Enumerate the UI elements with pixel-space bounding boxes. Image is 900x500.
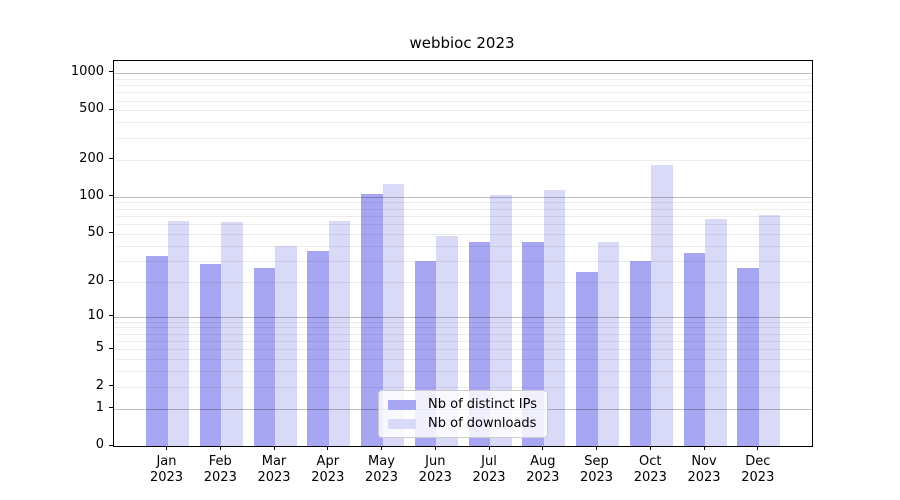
x-tick-label-oct: Oct 2023: [633, 454, 667, 485]
y-tick-label-200: 200: [79, 150, 104, 166]
x-tick-label-nov: Nov 2023: [687, 454, 721, 485]
bar-downloads-oct: [651, 165, 673, 446]
y-tick-100: [109, 195, 113, 197]
bar-distinct-ips-feb: [199, 264, 222, 446]
y-tick-label-50: 50: [87, 224, 104, 240]
x-tick-sep: [596, 446, 597, 450]
gridline-100: [114, 196, 812, 198]
gridline-1000: [114, 72, 812, 74]
y-tick-label-100: 100: [79, 187, 104, 203]
x-tick-apr: [327, 446, 329, 450]
bar-downloads-dec: [758, 215, 781, 446]
y-tick-0: [109, 444, 113, 446]
y-tick-label-2: 2: [95, 377, 104, 393]
bar-downloads-aug: [543, 189, 566, 446]
bar-downloads-jul: [490, 194, 512, 446]
y-tick-1000: [109, 71, 113, 73]
x-tick-label-aug: Aug 2023: [526, 454, 560, 485]
x-tick-label-dec: Dec 2023: [741, 454, 775, 485]
y-tick-label-500: 500: [79, 101, 104, 117]
bar-distinct-ips-nov: [683, 252, 705, 446]
legend: Nb of distinct IPs Nb of downloads: [378, 390, 548, 438]
x-tick-oct: [649, 446, 651, 450]
y-tick-label-5: 5: [95, 340, 104, 356]
x-tick-label-sep: Sep 2023: [579, 454, 614, 485]
x-tick-aug: [542, 446, 544, 450]
y-tick-2: [109, 385, 113, 387]
x-tick-label-mar: Mar 2023: [257, 454, 291, 485]
y-tick-10: [109, 315, 113, 316]
plot-area: Nb of distinct IPs Nb of downloads: [113, 60, 813, 447]
legend-swatch-downloads: [388, 418, 417, 429]
chart-title: webbioc 2023: [409, 34, 515, 52]
y-tick-label-20: 20: [87, 272, 104, 288]
legend-label-downloads: Nb of downloads: [428, 416, 537, 431]
y-tick-200: [109, 158, 113, 160]
gridline-70: [114, 215, 812, 217]
gridline-700: [114, 92, 812, 94]
x-tick-feb: [219, 446, 221, 450]
x-tick-may: [381, 446, 382, 450]
gridline-300: [114, 137, 812, 139]
x-tick-nov: [703, 446, 705, 450]
legend-item-downloads: Nb of downloads: [388, 416, 537, 431]
x-tick-jul: [488, 446, 490, 450]
legend-label-distinct-ips: Nb of distinct IPs: [428, 397, 537, 412]
bar-distinct-ips-apr: [307, 251, 329, 446]
bar-downloads-jan: [167, 220, 189, 446]
bar-downloads-sep: [597, 241, 619, 446]
y-tick-20: [109, 280, 113, 282]
bar-downloads-nov: [705, 218, 727, 446]
x-tick-label-jun: Jun 2023: [418, 454, 452, 485]
x-tick-mar: [273, 446, 275, 450]
x-tick-label-may: May 2023: [364, 454, 399, 485]
bar-distinct-ips-oct: [629, 260, 652, 446]
bar-distinct-ips-may: [361, 193, 383, 446]
x-tick-label-jul: Jul 2023: [472, 454, 506, 485]
bar-downloads-may: [382, 184, 404, 446]
y-tick-label-1: 1: [95, 399, 104, 415]
bar-downloads-apr: [328, 220, 351, 446]
x-tick-label-feb: Feb 2023: [203, 454, 237, 485]
x-tick-jan: [166, 446, 167, 450]
legend-swatch-distinct-ips: [388, 399, 417, 410]
bar-distinct-ips-mar: [253, 268, 275, 446]
y-tick-5: [109, 347, 113, 349]
y-tick-label-10: 10: [87, 307, 104, 323]
gridline-80: [114, 208, 812, 210]
bar-distinct-ips-sep: [576, 272, 598, 446]
y-tick-1: [109, 407, 113, 409]
y-tick-label-0: 0: [95, 437, 104, 452]
bar-distinct-ips-jan: [146, 255, 168, 446]
bar-distinct-ips-dec: [737, 268, 759, 446]
gridline-600: [114, 100, 812, 102]
bar-downloads-feb: [221, 222, 243, 446]
x-tick-jun: [434, 446, 436, 450]
legend-item-distinct-ips: Nb of distinct IPs: [388, 397, 537, 412]
gridline-400: [114, 122, 812, 124]
gridline-900: [114, 78, 812, 80]
y-tick-500: [109, 108, 113, 110]
y-tick-50: [109, 232, 113, 234]
gridline-500: [114, 110, 812, 112]
x-tick-label-apr: Apr 2023: [311, 454, 345, 485]
bar-downloads-mar: [275, 245, 297, 446]
gridline-200: [114, 159, 812, 161]
y-tick-label-1000: 1000: [70, 63, 104, 79]
gridline-800: [114, 85, 812, 86]
x-tick-label-jan: Jan 2023: [149, 454, 184, 485]
gridline-90: [114, 202, 812, 204]
x-tick-dec: [757, 446, 759, 450]
